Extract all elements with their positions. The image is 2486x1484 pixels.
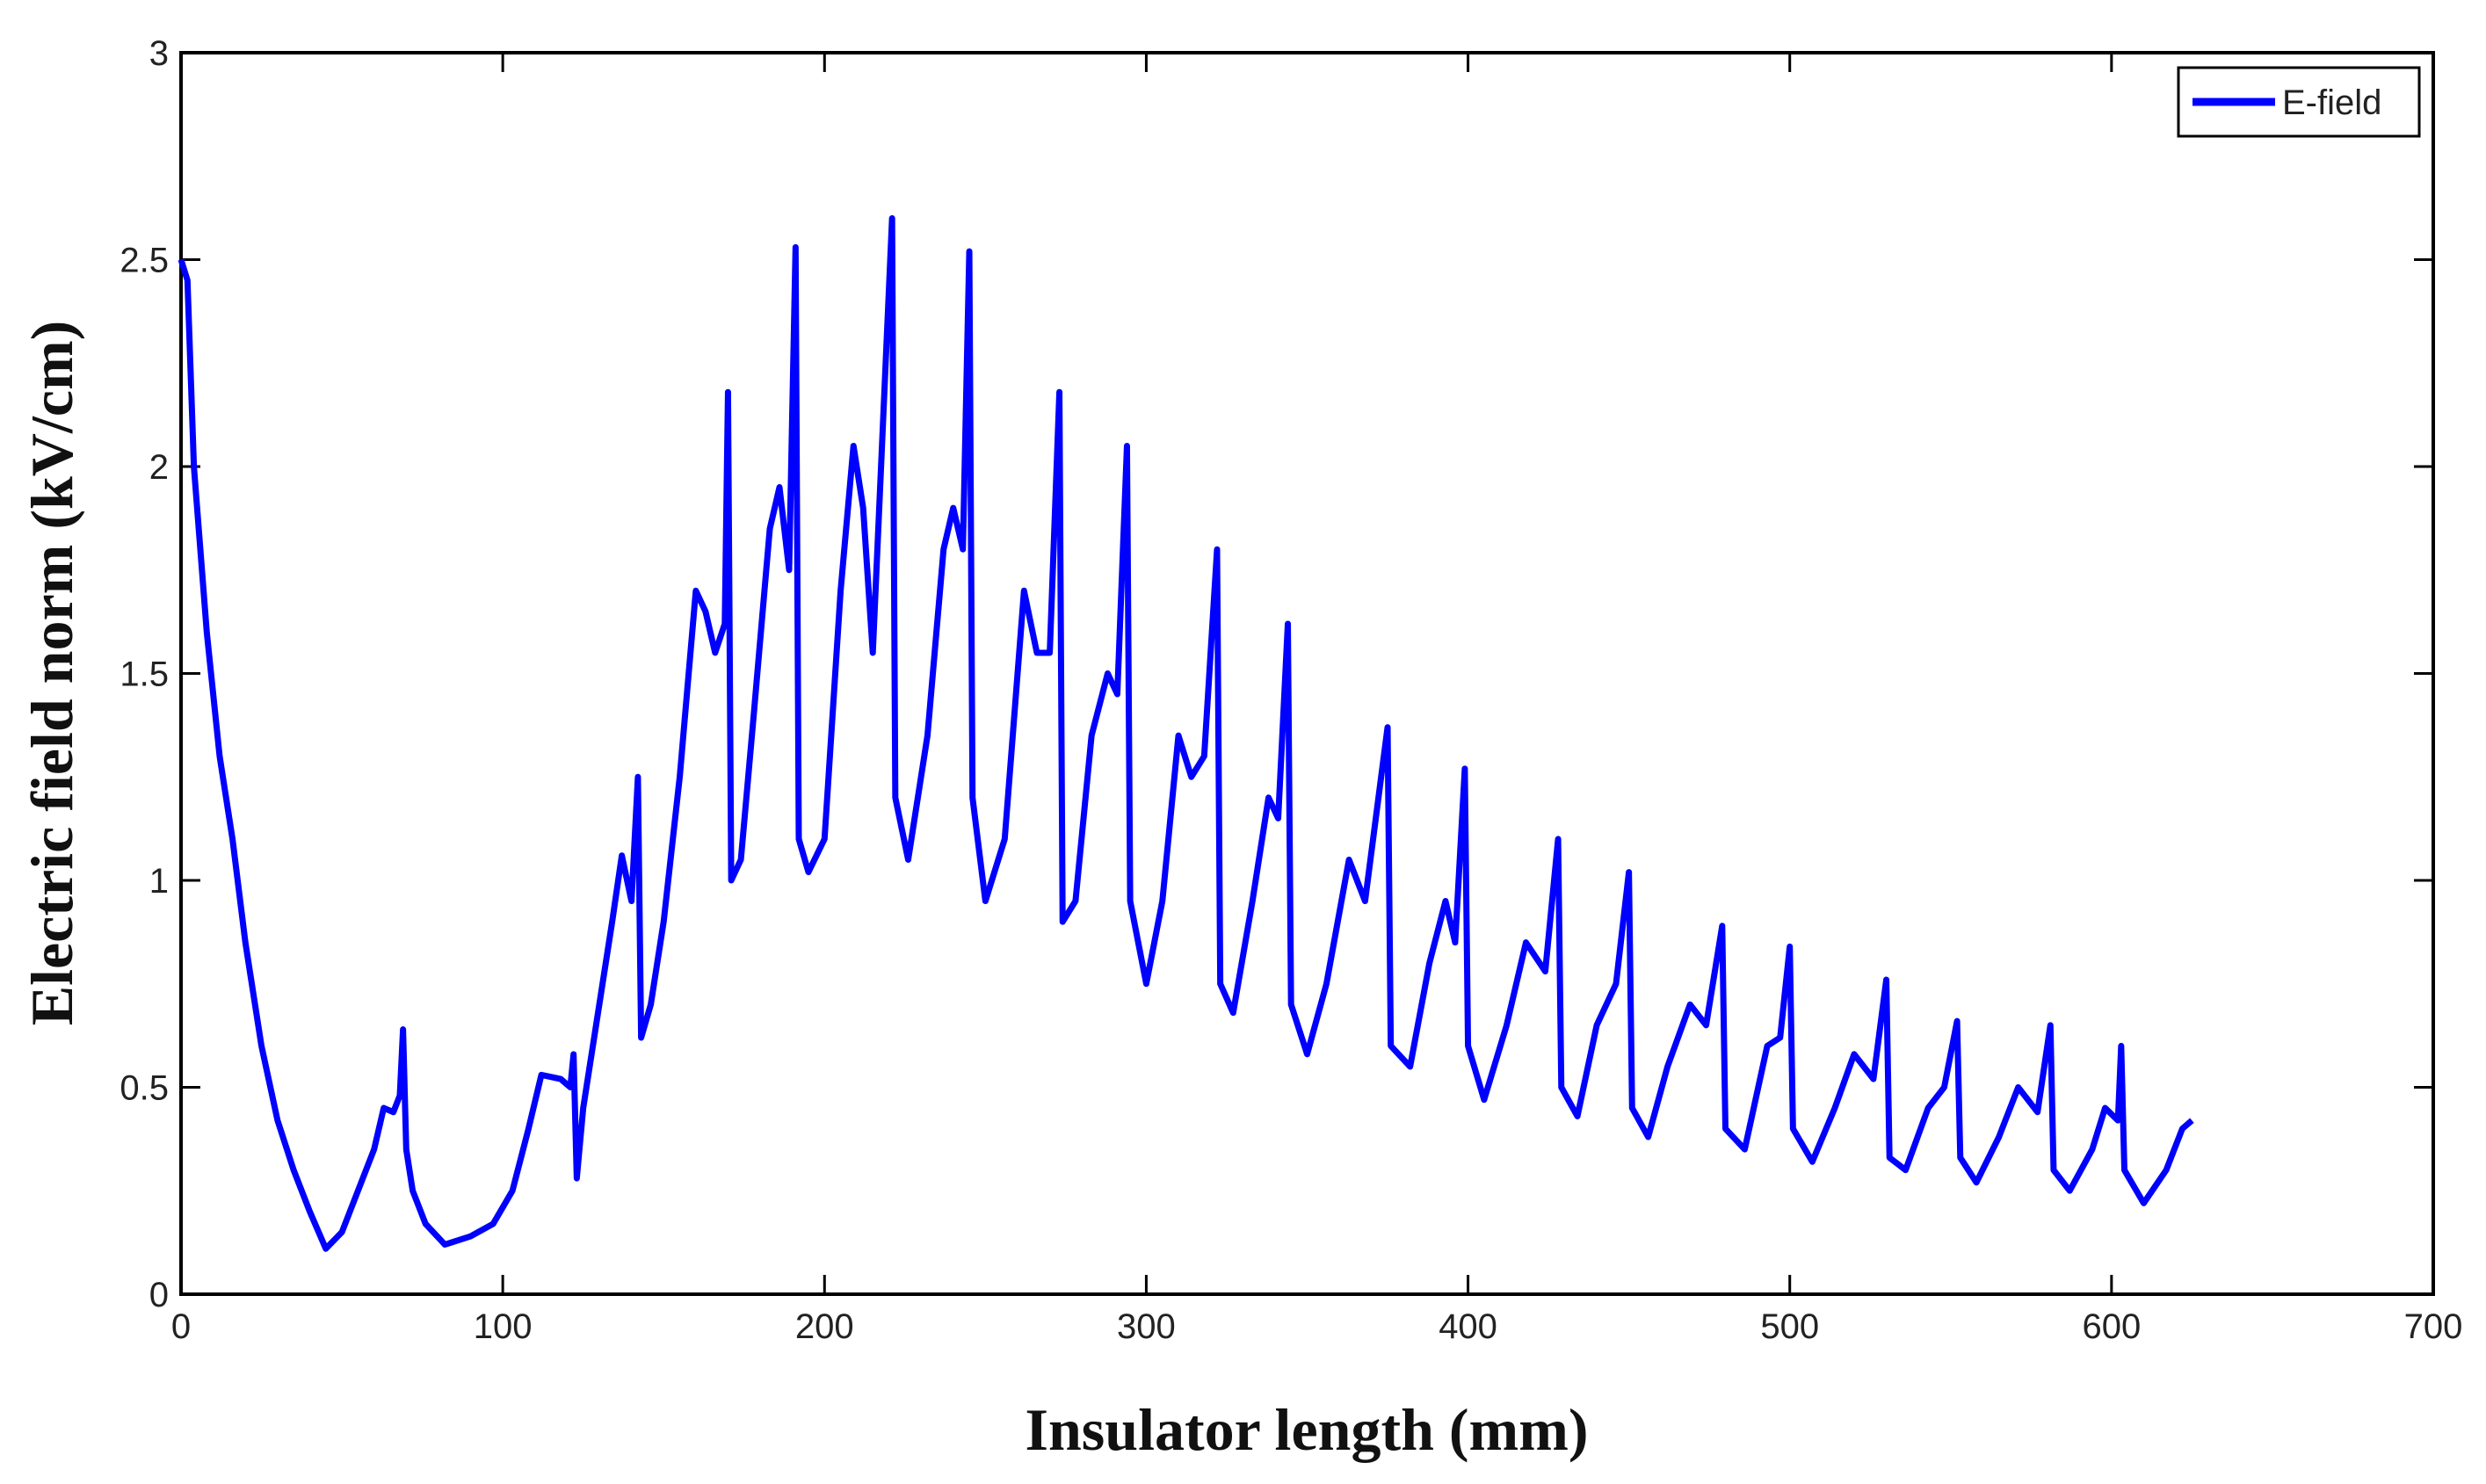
y-axis-label: Electric field norm (kV/cm) (18, 321, 85, 1026)
y-tick-label: 0 (149, 1276, 169, 1314)
x-tick-label: 200 (795, 1307, 854, 1346)
y-tick-label: 1.5 (120, 655, 169, 694)
x-tick-label: 700 (2404, 1307, 2463, 1346)
y-tick-label: 2 (149, 448, 169, 487)
y-tick-label: 1 (149, 862, 169, 901)
y-tick-label: 2.5 (120, 242, 169, 280)
y-tick-label: 0.5 (120, 1069, 169, 1108)
x-axis-label: Insulator length (mm) (1026, 1396, 1589, 1463)
x-tick-label: 500 (1760, 1307, 1819, 1346)
x-tick-label: 600 (2082, 1307, 2141, 1346)
x-tick-label: 400 (1439, 1307, 1497, 1346)
x-tick-label: 0 (171, 1307, 191, 1346)
plot-frame (179, 51, 2435, 1296)
x-tick-label: 300 (1117, 1307, 1176, 1346)
data-line (178, 214, 2194, 1252)
x-tick-label: 100 (474, 1307, 533, 1346)
y-tick-label: 3 (149, 34, 169, 73)
legend-label: E-field (2282, 83, 2381, 122)
